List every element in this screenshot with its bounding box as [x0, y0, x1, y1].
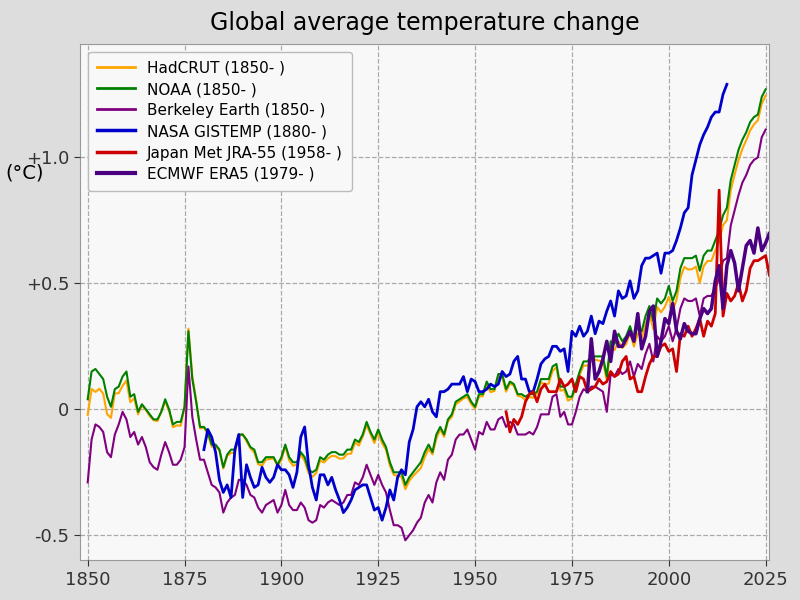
Title: Global average temperature change: Global average temperature change — [210, 11, 639, 35]
Y-axis label: (°C): (°C) — [6, 164, 44, 182]
Legend: HadCRUT (1850- ), NOAA (1850- ), Berkeley Earth (1850- ), NASA GISTEMP (1880- ),: HadCRUT (1850- ), NOAA (1850- ), Berkele… — [88, 52, 352, 191]
